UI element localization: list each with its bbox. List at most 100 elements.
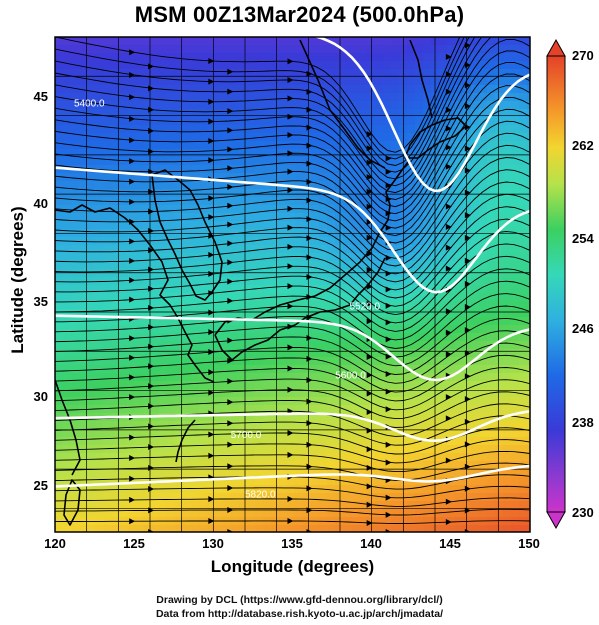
streamline-arrow — [306, 178, 313, 185]
streamline-arrow — [385, 302, 392, 309]
page-title: MSM 00Z13Mar2024 (500.0hPa) — [134, 2, 465, 27]
height-contours — [55, 37, 530, 488]
streamline-arrow — [385, 270, 392, 277]
streamline-arrow — [129, 518, 136, 525]
streamline-arrow — [227, 463, 234, 470]
streamline-arrow — [385, 254, 392, 261]
streamline-arrow — [445, 457, 452, 464]
streamline-arrow — [287, 517, 294, 524]
x-tick-label: 140 — [360, 536, 382, 551]
streamline-arrow — [445, 244, 452, 251]
streamline-arrow — [445, 308, 452, 315]
streamline-arrow — [366, 427, 373, 434]
streamline-arrow — [464, 485, 471, 492]
streamline-arrow — [366, 188, 373, 195]
streamline-arrow — [287, 58, 294, 65]
streamline-arrow — [129, 218, 136, 225]
streamline-arrow — [464, 234, 471, 241]
streamline-arrow — [129, 115, 136, 122]
streamline-arrow — [227, 441, 234, 448]
credit-data: Data from http://database.rish.kyoto-u.a… — [155, 608, 444, 620]
streamline-arrow — [385, 406, 392, 413]
streamline-arrow — [208, 58, 215, 65]
streamline-arrow — [287, 77, 294, 84]
x-axis-label: Longitude (degrees) — [210, 557, 375, 576]
streamline-arrow — [445, 163, 452, 170]
streamline-arrow — [385, 388, 392, 395]
streamline-arrow — [227, 221, 234, 228]
streamline-arrow — [148, 285, 155, 292]
streamline-arrow — [385, 168, 392, 175]
streamline-arrow — [129, 137, 136, 144]
streamline-arrow — [287, 283, 294, 290]
streamline-arrow — [208, 251, 215, 258]
y-tick-label: 45 — [33, 89, 48, 104]
streamline-arrow — [208, 452, 215, 459]
streamline-arrow — [208, 369, 215, 376]
streamline-arrow — [129, 257, 136, 264]
streamline-arrow — [366, 446, 373, 453]
streamline-arrow — [129, 94, 136, 101]
streamline-arrow — [287, 131, 294, 138]
streamline-arrow — [129, 296, 136, 303]
streamline-arrow — [464, 167, 471, 174]
streamline-arrow — [208, 309, 215, 316]
streamline — [55, 268, 530, 341]
streamline-arrow — [148, 148, 155, 155]
streamline-arrow — [287, 451, 294, 458]
streamline-arrow — [385, 441, 392, 448]
streamline-arrow — [464, 463, 471, 470]
streamline-arrow — [287, 263, 294, 270]
streamline-arrow — [306, 377, 313, 384]
streamline-arrow — [208, 195, 215, 202]
streamline-arrow — [464, 62, 471, 69]
streamline-arrow — [464, 373, 471, 380]
streamline — [55, 73, 530, 215]
streamline-arrow — [208, 214, 215, 221]
streamline-arrow — [148, 464, 155, 471]
streamline-arrow — [385, 511, 392, 518]
colorbar-min-triangle — [546, 511, 566, 530]
streamline-arrow — [445, 498, 452, 505]
streamline-arrow — [385, 286, 392, 293]
streamline-arrow — [208, 431, 215, 438]
streamline — [55, 367, 530, 411]
streamline-arrow — [227, 146, 234, 153]
streamline-arrow — [385, 336, 392, 343]
streamline — [55, 391, 530, 428]
streamline-arrow — [227, 484, 234, 491]
contour-label: 5700.0 — [231, 430, 262, 441]
x-tick-label: 125 — [123, 536, 145, 551]
height-contour — [55, 410, 530, 443]
streamline-arrow — [287, 495, 294, 502]
x-tick-label: 130 — [202, 536, 224, 551]
streamline-arrow — [287, 187, 294, 194]
streamline-arrow — [208, 329, 215, 336]
streamline-arrow — [366, 353, 373, 360]
streamline-arrow — [227, 88, 234, 95]
plot-frame — [54, 36, 531, 533]
streamline-arrow — [306, 355, 313, 362]
streamline-arrow — [287, 205, 294, 212]
streamline-arrow — [385, 370, 392, 377]
streamline-arrow — [445, 71, 452, 78]
streamline — [55, 317, 530, 375]
streamline-arrow — [445, 125, 452, 132]
streamline-arrow — [464, 42, 471, 49]
streamline-arrow — [385, 210, 392, 217]
streamline-arrow — [208, 270, 215, 277]
streamline-arrow — [306, 106, 313, 113]
streamline-arrow — [287, 243, 294, 250]
streamline-arrow — [148, 363, 155, 370]
streamline-arrow — [445, 223, 452, 230]
streamline-arrow — [129, 277, 136, 284]
streamline — [55, 485, 530, 499]
streamline-arrow — [227, 399, 234, 406]
streamline-arrow — [287, 95, 294, 102]
streamline-arrow — [385, 196, 392, 203]
streamline-arrow — [227, 357, 234, 364]
streamline-arrow — [445, 265, 452, 272]
streamline — [55, 218, 530, 307]
streamline — [55, 243, 530, 324]
